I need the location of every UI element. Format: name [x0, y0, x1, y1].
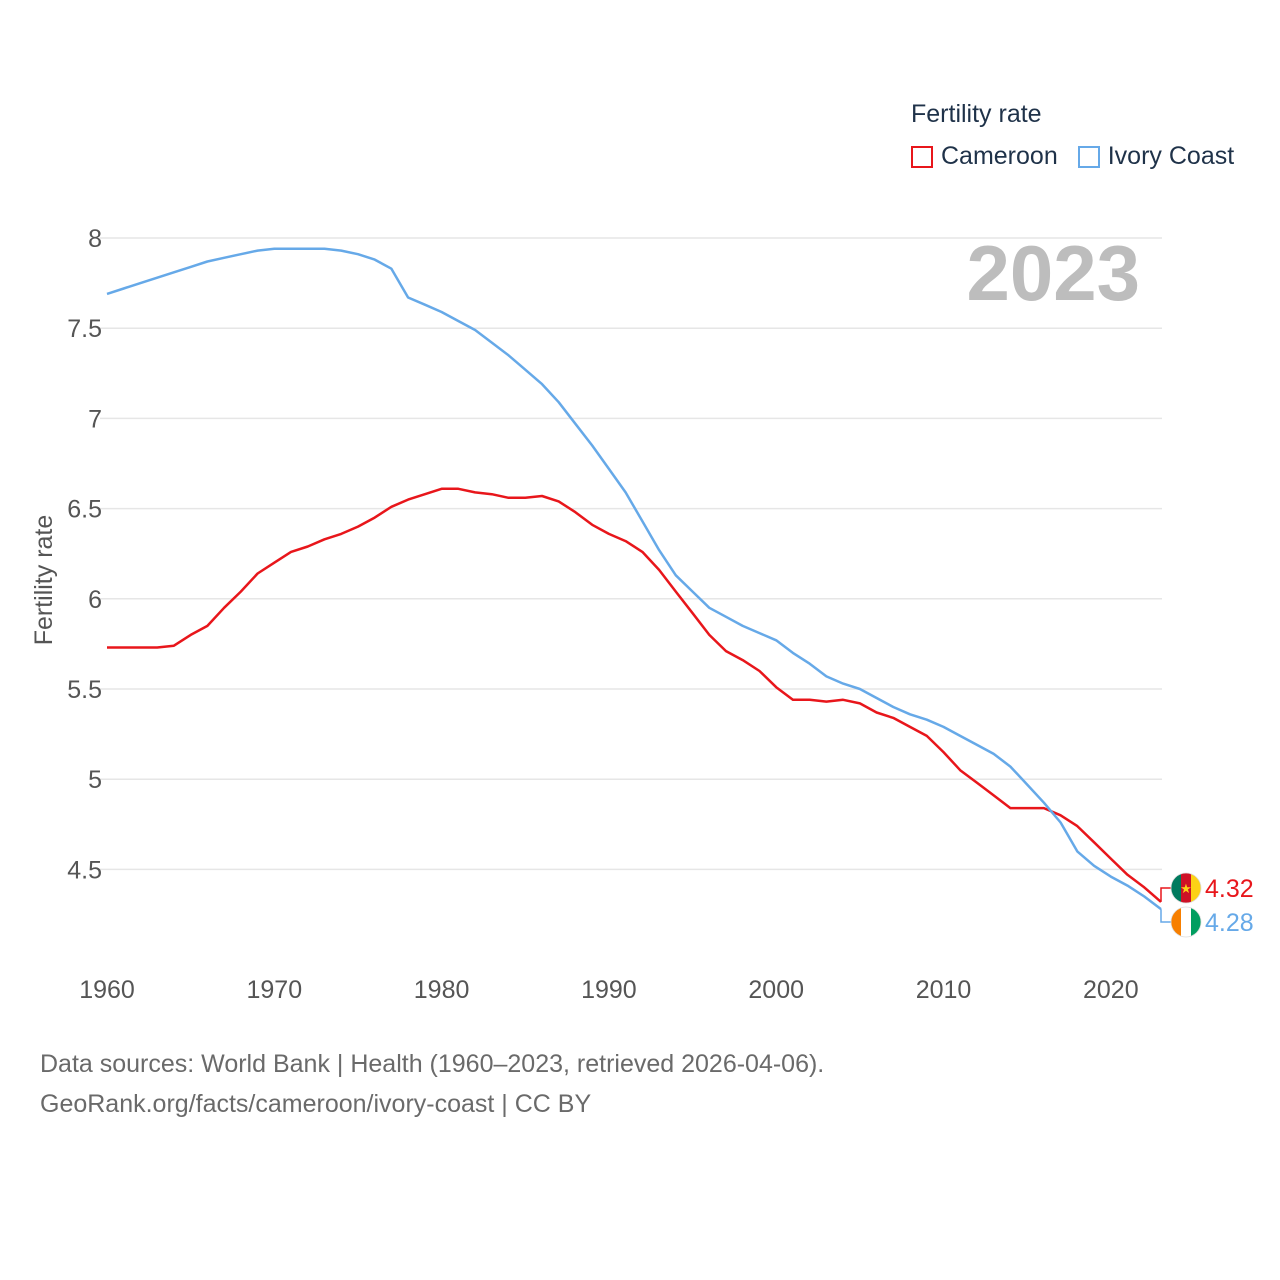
legend-swatch-ivory-coast [1077, 145, 1100, 168]
y-axis-label: Fertility rate [30, 515, 58, 646]
source-note: Data sources: World Bank | Health (1960–… [40, 1044, 824, 1124]
legend-title: Fertility rate [911, 100, 1042, 128]
cameroon-flag-icon: ★ [1170, 872, 1202, 904]
source-line-1: Data sources: World Bank | Health (1960–… [40, 1050, 825, 1078]
x-tick-label: 1980 [414, 976, 470, 1004]
y-tick-label: 6.5 [67, 496, 102, 524]
y-tick-label: 5 [88, 766, 102, 794]
x-tick-label: 2000 [748, 976, 804, 1004]
legend-label-ivory-coast: Ivory Coast [1107, 142, 1235, 170]
legend-label-cameroon: Cameroon [941, 142, 1058, 170]
year-label: 2023 [966, 229, 1140, 317]
end-value-label: 4.32 [1205, 875, 1254, 903]
y-tick-label: 7.5 [67, 315, 102, 343]
y-tick-label: 5.5 [67, 676, 102, 704]
x-tick-label: 1990 [581, 976, 637, 1004]
series-line-cameroon[interactable] [107, 487, 1162, 903]
series-line-ivory-coast[interactable] [106, 247, 1162, 911]
legend-item-cameroon[interactable]: Cameroon [911, 142, 1058, 171]
end-connector [1160, 909, 1171, 923]
legend: Cameroon Ivory Coast [911, 142, 1254, 171]
y-tick-label: 8 [88, 225, 102, 253]
legend-item-ivory-coast[interactable]: Ivory Coast [1077, 142, 1235, 171]
y-tick-label: 6 [88, 586, 102, 614]
x-tick-label: 1970 [246, 976, 302, 1004]
ivory-coast-flag-icon [1170, 906, 1202, 938]
x-tick-label: 1960 [79, 976, 135, 1004]
x-tick-label: 2010 [916, 976, 972, 1004]
end-connector [1160, 887, 1171, 902]
y-tick-label: 4.5 [67, 856, 102, 884]
legend-swatch-cameroon [911, 145, 933, 168]
y-tick-label: 7 [88, 405, 102, 433]
svg-text:★: ★ [1180, 882, 1192, 897]
source-line-2[interactable]: GeoRank.org/facts/cameroon/ivory-coast |… [40, 1090, 592, 1118]
end-value-label: 4.28 [1205, 909, 1254, 937]
x-tick-label: 2020 [1083, 976, 1139, 1004]
